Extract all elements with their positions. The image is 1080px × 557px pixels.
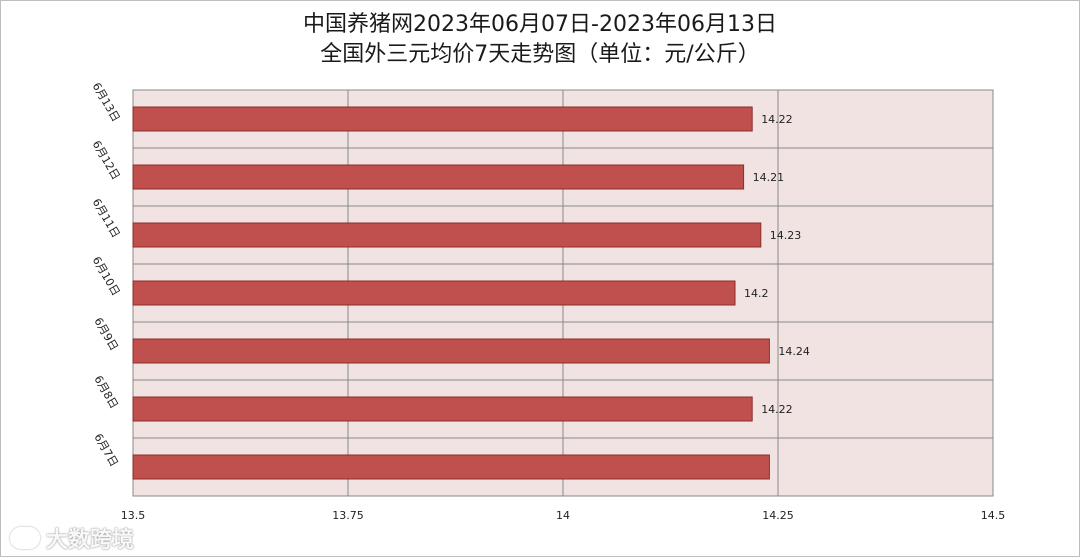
category-label: 6月13日 — [90, 80, 123, 124]
data-label: 14.21 — [753, 171, 785, 184]
category-label: 6月10日 — [90, 254, 123, 298]
data-label: 14.23 — [770, 229, 802, 242]
chart-title-line1: 中国养猪网2023年06月07日-2023年06月13日 — [303, 12, 777, 37]
x-tick-label: 13.75 — [332, 509, 364, 522]
watermark-text: 大数跨境 — [46, 528, 135, 553]
watermark: 大数跨境 — [10, 523, 134, 553]
data-label: 14.24 — [778, 345, 810, 358]
data-label: 14.2 — [744, 287, 769, 300]
category-label: 6月8日 — [91, 373, 120, 411]
x-tick-label: 13.5 — [121, 509, 146, 522]
category-label: 6月11日 — [90, 196, 123, 240]
category-label: 6月7日 — [91, 431, 120, 469]
bar — [132, 396, 753, 422]
x-tick-label: 14 — [556, 509, 570, 522]
data-label: 14.22 — [761, 113, 793, 126]
category-label: 6月12日 — [90, 138, 123, 182]
bar — [132, 222, 762, 248]
x-tick-label: 14.25 — [762, 509, 794, 522]
chart-title: 中国养猪网2023年06月07日-2023年06月13日 全国外三元均价7天走势… — [0, 10, 1080, 70]
bar — [132, 280, 736, 306]
bar — [132, 106, 753, 132]
logo-icon — [10, 527, 40, 549]
category-label: 6月9日 — [91, 315, 120, 353]
bar — [132, 164, 745, 190]
bar — [132, 338, 770, 364]
chart-title-line2: 全国外三元均价7天走势图（单位：元/公斤） — [320, 42, 760, 67]
bar — [132, 454, 770, 480]
x-tick-label: 14.5 — [981, 509, 1006, 522]
data-label: 14.22 — [761, 403, 793, 416]
